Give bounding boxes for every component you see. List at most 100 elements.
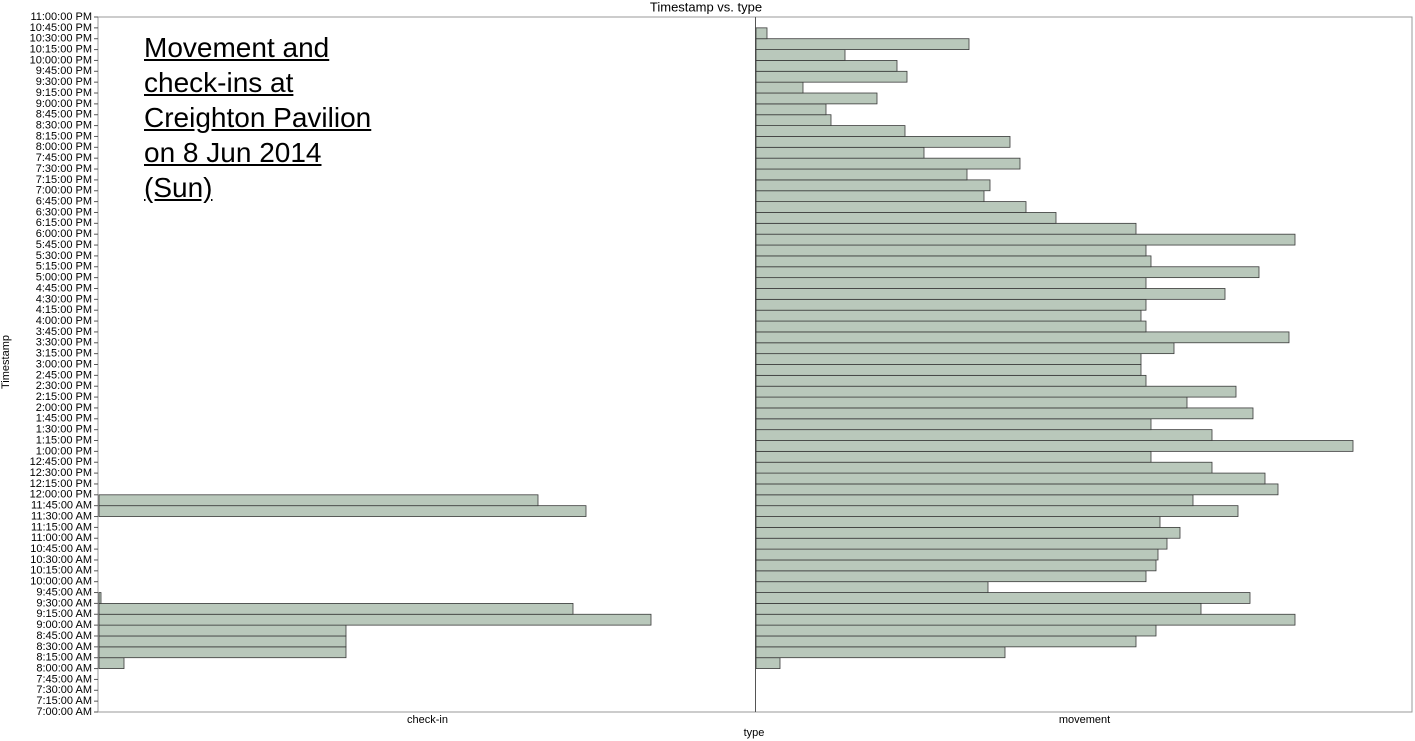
y-tick-label: 11:00:00 PM <box>30 11 92 23</box>
y-tick-label: 2:45:00 PM <box>36 369 92 381</box>
histogram-bar <box>755 92 878 105</box>
histogram-bar <box>755 125 906 137</box>
y-tick-label: 12:30:00 PM <box>30 467 92 479</box>
y-tick-label: 4:15:00 PM <box>36 304 92 316</box>
histogram-bar <box>755 592 1251 604</box>
histogram-bar <box>755 450 1152 463</box>
y-tick-label: 12:15:00 PM <box>30 478 92 490</box>
histogram-bar <box>98 505 587 517</box>
histogram-bar <box>755 559 1157 572</box>
y-tick-label: 9:00:00 PM <box>36 98 92 110</box>
histogram-bar <box>755 353 1142 365</box>
histogram-bar <box>98 646 347 659</box>
y-axis-label: Timestamp <box>0 335 12 389</box>
histogram-bar <box>755 320 1147 333</box>
histogram-bar <box>755 483 1279 496</box>
histogram-bar <box>755 505 1239 517</box>
y-tick-label: 3:30:00 PM <box>36 337 92 349</box>
y-tick-label: 8:15:00 AM <box>36 652 92 664</box>
y-tick-label: 5:00:00 PM <box>36 272 92 284</box>
histogram-bar <box>755 537 1168 550</box>
y-tick-label: 7:30:00 PM <box>36 163 92 175</box>
y-tick-label: 7:00:00 PM <box>36 185 92 197</box>
y-tick-label: 8:00:00 AM <box>36 662 92 674</box>
histogram-bar <box>755 624 1157 637</box>
y-tick-label: 10:30:00 AM <box>30 554 92 566</box>
y-tick-label: 7:45:00 PM <box>36 152 92 164</box>
histogram-bar <box>755 581 989 593</box>
y-tick-label: 10:15:00 PM <box>30 43 92 55</box>
histogram-bar <box>755 396 1188 409</box>
y-tick-label: 6:45:00 PM <box>36 196 92 208</box>
histogram-bar <box>755 635 1137 648</box>
y-tick-label: 8:45:00 PM <box>36 109 92 121</box>
y-tick-label: 11:00:00 AM <box>31 532 92 544</box>
y-tick-label: 2:15:00 PM <box>36 391 92 403</box>
y-tick-label: 8:15:00 PM <box>36 130 92 142</box>
histogram-bar <box>98 624 347 637</box>
histogram-bar <box>98 592 102 604</box>
y-tick-label: 9:45:00 PM <box>36 65 92 77</box>
y-tick-label: 1:30:00 PM <box>36 424 92 436</box>
histogram-bar <box>755 49 846 61</box>
histogram-bar <box>755 222 1137 235</box>
y-tick-label: 2:30:00 PM <box>36 380 92 392</box>
y-tick-label: 7:15:00 PM <box>36 174 92 186</box>
histogram-bar <box>98 494 539 507</box>
histogram-bar <box>98 603 574 615</box>
histogram-bar <box>755 266 1260 279</box>
y-tick-label: 6:00:00 PM <box>36 228 92 240</box>
y-tick-label: 10:00:00 AM <box>30 576 92 588</box>
histogram-bar <box>755 331 1290 344</box>
histogram-bar <box>755 114 832 126</box>
histogram-bar <box>755 103 827 116</box>
histogram-bar <box>755 429 1213 441</box>
histogram-bar <box>755 244 1147 257</box>
histogram-bar <box>755 472 1266 485</box>
chart-title: Timestamp vs. type <box>650 0 762 14</box>
histogram-bar <box>755 407 1254 420</box>
y-tick-label: 8:30:00 AM <box>36 641 92 653</box>
y-tick-label: 4:45:00 PM <box>36 282 92 294</box>
histogram-bar <box>755 461 1213 474</box>
histogram-bar <box>755 70 908 83</box>
histogram-bar <box>755 526 1181 539</box>
histogram-bar <box>755 168 968 181</box>
histogram-bar <box>755 201 1027 213</box>
histogram-bar <box>755 233 1296 246</box>
y-tick-label: 11:15:00 AM <box>31 521 92 533</box>
y-tick-label: 12:00:00 PM <box>30 489 92 501</box>
y-tick-label: 4:30:00 PM <box>36 293 92 305</box>
annotation: Movement and check-ins at Creighton Pavi… <box>144 32 372 203</box>
histogram-bar <box>755 212 1057 224</box>
y-tick-label: 8:00:00 PM <box>36 141 92 153</box>
histogram-bar <box>755 603 1202 615</box>
histogram-bar <box>755 179 991 192</box>
y-tick-label: 8:30:00 PM <box>36 120 92 132</box>
y-tick-label: 12:45:00 PM <box>30 456 92 468</box>
histogram-bar <box>755 38 970 50</box>
histogram-bar <box>755 613 1296 626</box>
histogram-bar <box>755 440 1354 452</box>
histogram-bar <box>755 288 1226 300</box>
y-tick-label: 1:15:00 PM <box>36 434 92 446</box>
y-tick-label: 8:45:00 AM <box>36 630 92 642</box>
histogram-bar <box>755 309 1142 322</box>
y-tick-label: 10:00:00 PM <box>30 54 92 66</box>
histogram-bar <box>98 635 347 648</box>
histogram-bar <box>755 374 1147 387</box>
y-tick-label: 11:30:00 AM <box>31 510 92 522</box>
y-tick-label: 9:00:00 AM <box>36 619 92 631</box>
y-tick-label: 5:30:00 PM <box>36 250 92 262</box>
y-tick-label: 6:15:00 PM <box>36 217 92 229</box>
histogram-bar <box>755 342 1175 355</box>
y-tick-label: 7:30:00 AM <box>36 684 92 696</box>
y-tick-label: 7:00:00 AM <box>36 706 92 718</box>
histogram-bar <box>755 385 1237 398</box>
y-tick-label: 6:30:00 PM <box>36 206 92 218</box>
y-tick-label: 10:45:00 PM <box>30 22 92 34</box>
y-tick-label: 10:45:00 AM <box>30 543 92 555</box>
histogram-bar <box>755 418 1152 431</box>
